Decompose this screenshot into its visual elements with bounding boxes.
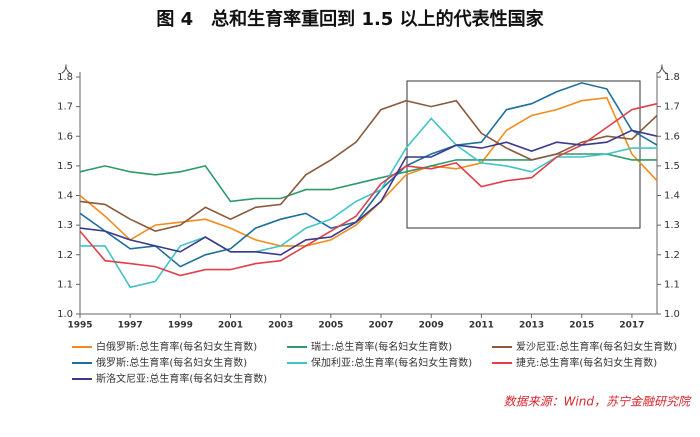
x-tick-label: 2007 bbox=[369, 321, 394, 331]
series-line bbox=[79, 102, 658, 277]
y-tick-label: 1.8 bbox=[57, 72, 73, 83]
x-tick-label: 1995 bbox=[67, 321, 92, 331]
y-unit: 人 bbox=[61, 64, 71, 76]
y-tick-label: 1.3 bbox=[57, 220, 73, 231]
y2-unit: 人 bbox=[657, 64, 667, 76]
source: 数据来源：Wind，苏宁金融研究院 bbox=[504, 395, 692, 409]
y2-tick-label: 1.0 bbox=[664, 309, 680, 320]
y-tick-label: 1.2 bbox=[57, 250, 73, 261]
series-line bbox=[79, 82, 658, 268]
x-tick-label: 2011 bbox=[469, 321, 494, 331]
x-tick-label: 1997 bbox=[118, 321, 143, 331]
y2-tick-label: 1.4 bbox=[664, 191, 680, 202]
legend-label: 爱沙尼亚:总生育率(每名妇女生育数) bbox=[516, 340, 677, 353]
chart-title: 图 4 总和生育率重回到 1.5 以上的代表性国家 bbox=[156, 8, 544, 30]
x-tick-label: 2017 bbox=[619, 321, 644, 331]
x-tick-label: 2001 bbox=[218, 321, 243, 331]
x-tick-label: 1999 bbox=[168, 321, 193, 331]
x-tick-label: 2009 bbox=[419, 321, 444, 331]
x-tick-label: 2003 bbox=[268, 321, 293, 331]
legend-label: 捷克:总生育率(每名妇女生育数) bbox=[516, 356, 657, 369]
y2-tick-label: 1.2 bbox=[664, 250, 680, 261]
legend-label: 俄罗斯:总生育率(每名妇女生育数) bbox=[96, 356, 247, 369]
x-tick-label: 2013 bbox=[519, 321, 544, 331]
legend-label: 白俄罗斯:总生育率(每名妇女生育数) bbox=[96, 340, 257, 353]
y2-tick-label: 1.7 bbox=[664, 102, 680, 113]
series-line bbox=[79, 96, 658, 247]
series-line bbox=[79, 99, 658, 232]
y2-tick-label: 1.5 bbox=[664, 161, 680, 172]
x-tick-label: 2015 bbox=[569, 321, 594, 331]
y2-tick-label: 1.1 bbox=[664, 279, 680, 290]
highlight-box bbox=[406, 80, 641, 229]
y2-tick-label: 1.8 bbox=[664, 72, 680, 83]
y-tick-label: 1.7 bbox=[57, 102, 73, 113]
y2-tick-label: 1.6 bbox=[664, 131, 680, 142]
legend-label: 保加利亚:总生育率(每名妇女生育数) bbox=[311, 356, 472, 369]
y2-tick-label: 1.3 bbox=[664, 220, 680, 231]
y-tick-label: 1.5 bbox=[57, 161, 73, 172]
y-tick-label: 1.4 bbox=[57, 191, 73, 202]
x-tick-label: 2005 bbox=[318, 321, 343, 331]
series-line bbox=[80, 117, 657, 289]
y-tick-label: 1.0 bbox=[57, 309, 73, 320]
series-line bbox=[79, 129, 658, 256]
series-line bbox=[79, 153, 657, 203]
y-tick-label: 1.1 bbox=[57, 279, 73, 290]
legend-label: 瑞士:总生育率(每名妇女生育数) bbox=[311, 340, 452, 353]
y-tick-label: 1.6 bbox=[57, 131, 73, 142]
legend-label: 斯洛文尼亚:总生育率(每名妇女生育数) bbox=[96, 372, 267, 385]
